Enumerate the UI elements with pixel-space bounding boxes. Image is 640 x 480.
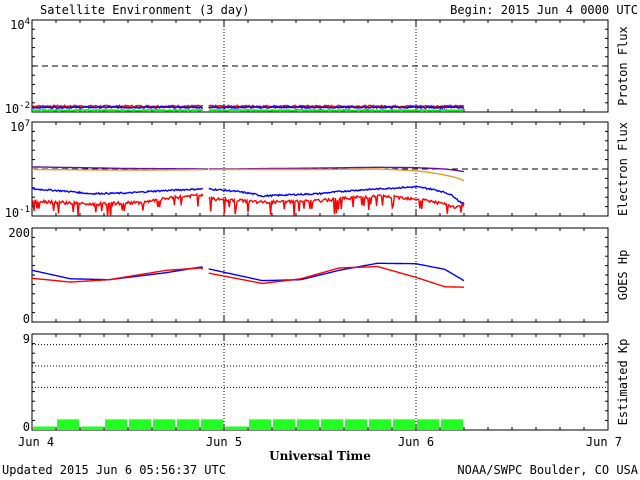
kp-bar	[105, 419, 127, 430]
kp-bar	[417, 419, 439, 430]
proton-flux-panel-series-green	[32, 108, 465, 112]
goes-hp-panel-plot-area	[32, 262, 465, 288]
x-tick-label: Jun 7	[586, 435, 622, 449]
x-axis-label: Universal Time	[269, 449, 371, 463]
x-axis-ticks: Jun 4 Jun 5 Jun 6 Jun 7	[18, 435, 622, 449]
x-tick-label: Jun 4	[18, 435, 54, 449]
y-tick-top: 200	[8, 226, 30, 240]
kp-bar	[369, 419, 391, 430]
kp-bar	[441, 419, 463, 430]
updated-label: Updated 2015 Jun 6 05:56:37 UTC	[2, 463, 226, 477]
x-tick-label: Jun 5	[206, 435, 242, 449]
kp-bar	[201, 419, 223, 430]
goes-hp-panel: 200 0 GOES Hp	[8, 226, 630, 326]
proton-flux-panel-frame	[31, 19, 609, 113]
kp-bar	[345, 419, 367, 430]
proton-flux-panel-ylabel: Proton Flux	[616, 26, 630, 105]
y-tick-top: 107	[10, 119, 30, 134]
kp-bar	[297, 419, 319, 430]
kp-bar	[273, 419, 295, 430]
electron-flux-panel-series-red	[32, 192, 465, 216]
kp-bar	[33, 426, 55, 430]
chart-title: Satellite Environment (3 day)	[40, 3, 250, 17]
kp-bar	[393, 419, 415, 430]
electron-flux-panel-series-orange	[32, 168, 465, 182]
y-tick-top: 104	[10, 17, 30, 32]
kp-bar	[81, 426, 103, 430]
y-tick-bottom: 0	[23, 312, 30, 326]
electron-flux-panel-ylabel: Electron Flux	[616, 122, 630, 216]
kp-bar	[153, 419, 175, 430]
kp-bar	[57, 419, 79, 430]
goes-hp-panel-series-red	[32, 265, 464, 288]
electron-flux-panel-series-purple	[32, 166, 465, 173]
panels: 104 10-2 Proton Flux 107 10-1 Electron Flux 20…	[5, 17, 630, 434]
kp-bar	[225, 426, 247, 430]
electron-flux-panel-plot-area	[32, 166, 608, 216]
source-label: NOAA/SWPC Boulder, CO USA	[457, 463, 638, 477]
electron-flux-panel: 107 10-1 Electron Flux	[5, 119, 630, 220]
kp-panel-frame	[31, 333, 609, 431]
kp-bar	[321, 419, 343, 430]
kp-bar	[249, 419, 271, 430]
proton-flux-panel-series-blue	[32, 105, 465, 110]
proton-flux-panel-plot-area	[32, 65, 608, 112]
kp-bar	[177, 419, 199, 430]
kp-panel: 9 0 Estimated Kp	[23, 332, 630, 434]
kp-panel-ylabel: Estimated Kp	[616, 339, 630, 426]
begin-label: Begin: 2015 Jun 4 0000 UTC	[450, 3, 638, 17]
electron-flux-panel-series-blue	[32, 185, 465, 205]
proton-flux-panel: 104 10-2 Proton Flux	[5, 17, 630, 116]
x-tick-label: Jun 6	[398, 435, 434, 449]
kp-bar	[129, 419, 151, 430]
y-tick-top: 9	[23, 332, 30, 346]
kp-panel-plot-area	[32, 344, 608, 430]
y-tick-bottom: 10-1	[5, 205, 30, 220]
y-tick-bottom: 10-2	[5, 101, 30, 116]
y-tick-bottom: 0	[23, 420, 30, 434]
goes-hp-panel-ylabel: GOES Hp	[616, 250, 630, 301]
